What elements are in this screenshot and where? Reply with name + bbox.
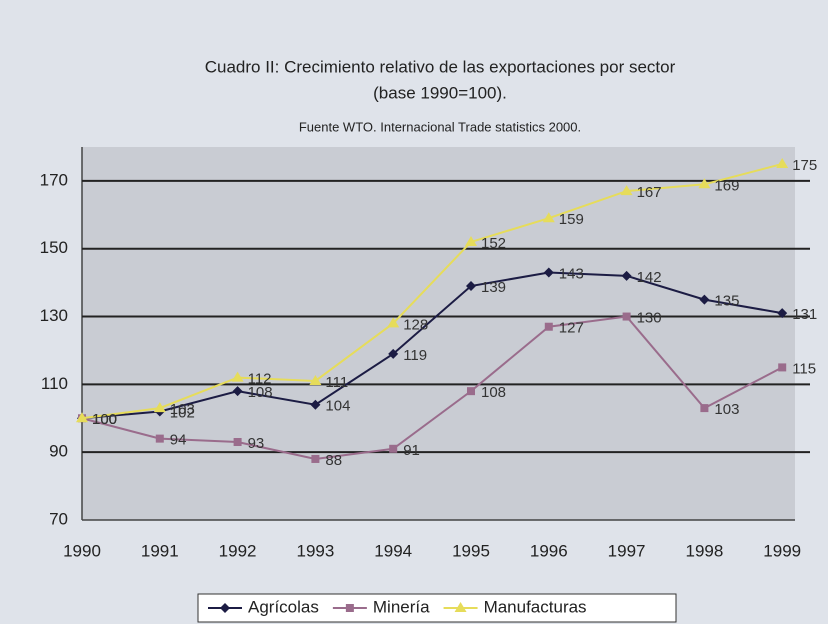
data-label: 130 [637,310,662,327]
point [309,374,322,385]
point [542,212,555,223]
data-label: 94 [170,432,187,449]
data-label: 88 [325,452,342,469]
data-label: 102 [170,404,195,421]
data-label: 142 [637,269,662,286]
x-tick-label: 1998 [685,541,723,560]
data-label: 159 [559,211,584,228]
x-tick-label: 1997 [608,541,646,560]
point [231,371,244,382]
point [620,185,633,196]
x-tick-label: 1990 [63,541,101,560]
y-tick-label: 110 [41,374,68,393]
point [311,454,320,463]
legend-marker [220,603,230,613]
point [466,281,476,292]
legend-label: Minería [373,597,430,616]
chart-title: Cuadro II: Crecimiento relativo de las e… [205,57,676,76]
legend-marker [345,604,354,612]
chart-title: (base 1990=100). [373,83,507,102]
data-label: 135 [714,293,739,310]
data-label: 91 [403,442,420,459]
x-tick-label: 1996 [530,541,568,560]
series-line [81,271,783,420]
data-label: 100 [92,411,117,428]
point [76,412,88,423]
point [310,399,321,410]
data-label: 104 [325,398,350,415]
y-tick-label: 170 [40,170,68,189]
x-tick-label: 1992 [219,541,257,560]
point [232,386,243,397]
plot-area [82,147,795,520]
y-tick-label: 70 [49,509,68,528]
data-label: 131 [792,306,817,323]
point [543,267,554,278]
data-label: 108 [248,384,273,401]
data-label: 128 [403,316,428,333]
y-tick-label: 90 [49,442,68,461]
data-label: 112 [248,371,272,388]
point [388,348,399,359]
data-label: 169 [714,177,739,194]
x-tick-label: 1991 [141,541,179,560]
data-label: 103 [170,401,195,418]
x-tick-label: 1993 [296,541,334,560]
point [698,178,711,189]
data-label: 119 [403,347,427,364]
point [544,322,553,331]
point [777,308,788,319]
series-line [81,315,783,460]
point [233,438,242,447]
legend-label: Agrícolas [248,597,319,616]
data-label: 115 [792,360,816,377]
point [622,312,631,321]
data-label: 103 [714,401,739,418]
point [778,363,787,372]
data-label: 127 [559,320,584,337]
y-tick-label: 130 [40,306,68,325]
point [389,444,398,453]
x-tick-label: 1995 [452,541,490,560]
data-label: 175 [792,157,817,174]
data-label: 167 [637,184,662,201]
legend-marker [454,602,467,612]
x-tick-label: 1999 [763,541,801,560]
data-label: 152 [481,235,506,252]
data-label: 143 [559,265,584,282]
series-line [81,162,783,420]
chart-subtitle: Fuente WTO. Internacional Trade statisti… [299,119,581,134]
point [776,157,789,168]
plot: 70 90 110 130 150 170 1990 1991 1992 1993 1994 1995… [40,147,817,560]
point [465,235,477,246]
point [153,402,166,413]
point [621,270,632,281]
y-tick-label: 150 [40,238,68,257]
data-label: 108 [481,384,506,401]
data-label: 139 [481,279,506,296]
legend-box [197,593,677,623]
point [467,387,475,396]
point [387,317,400,328]
x-tick-label: 1994 [374,541,412,560]
point [699,294,710,305]
data-label: 111 [325,374,348,391]
legend: Agrícolas Minería Manufacturas [197,593,677,623]
legend-label: Manufacturas [484,597,587,616]
point [155,434,164,443]
point [700,404,709,413]
data-label: 93 [248,435,265,452]
